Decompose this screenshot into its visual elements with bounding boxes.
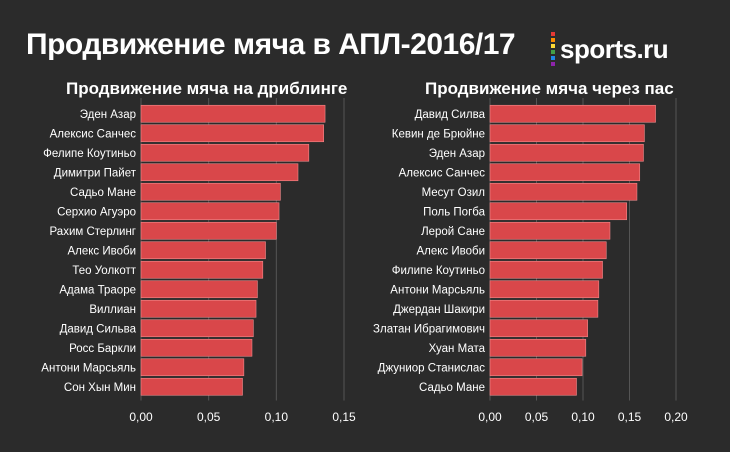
bar[interactable] <box>489 182 638 201</box>
category-label: Месут Озил <box>422 187 485 199</box>
logo-stripe <box>551 32 555 36</box>
bar[interactable] <box>140 104 326 123</box>
bar[interactable] <box>140 358 245 377</box>
category-label: Златан Ибрагимович <box>373 323 485 335</box>
x-tick-label: 0,15 <box>618 410 642 424</box>
sports-ru-logo[interactable]: sports.ru <box>551 32 669 66</box>
x-tick-label: 0,05 <box>197 410 221 424</box>
bar[interactable] <box>489 260 603 279</box>
category-label: Алекс Ивоби <box>67 245 136 257</box>
bar[interactable] <box>489 221 611 240</box>
x-tick-label: 0,00 <box>478 410 502 424</box>
bar[interactable] <box>140 338 253 357</box>
category-label: Алексис Санчес <box>399 167 486 179</box>
x-tick-label: 0,15 <box>332 410 356 424</box>
logo-stripe <box>551 38 555 42</box>
logo-stripes-icon <box>551 32 555 66</box>
logo-text: sports.ru <box>560 33 669 64</box>
bar[interactable] <box>140 143 310 162</box>
category-label: Садьо Мане <box>70 187 136 199</box>
bar[interactable] <box>489 143 644 162</box>
x-tick-label: 0,05 <box>525 410 549 424</box>
logo-stripe <box>551 62 555 66</box>
bar[interactable] <box>489 299 599 318</box>
category-label: Лерой Сане <box>421 226 485 238</box>
category-label: Поль Погба <box>423 206 485 218</box>
page-title: Продвижение мяча в АПЛ-2016/17 <box>26 28 516 61</box>
category-label: Давид Силва <box>415 109 486 121</box>
chart-title-passing: Продвижение мяча через пас <box>425 79 674 98</box>
category-label: Эден Азар <box>80 109 136 121</box>
x-tick-label: 0,00 <box>129 410 153 424</box>
logo-stripe <box>551 44 555 48</box>
logo-stripe <box>551 56 555 60</box>
x-tick-label: 0,20 <box>664 410 688 424</box>
bar[interactable] <box>489 104 656 123</box>
category-label: Садьо Мане <box>419 382 485 394</box>
bar[interactable] <box>489 124 645 143</box>
bar[interactable] <box>140 163 299 182</box>
category-label: Росс Баркли <box>69 343 136 355</box>
x-tick-label: 0,10 <box>571 410 595 424</box>
category-label: Тео Уолкотт <box>72 265 136 277</box>
logo-stripe <box>551 50 555 54</box>
bar[interactable] <box>489 241 607 260</box>
category-label: Антони Марсьяль <box>390 284 485 296</box>
chart-title-dribbling: Продвижение мяча на дриблинге <box>66 79 348 98</box>
bar[interactable] <box>140 241 266 260</box>
dribbling-chart: 0,00 0,05 0,10 0,15 Эден Азар Алексис Санчес Ф… <box>41 98 356 424</box>
x-tick-label: 0,10 <box>265 410 289 424</box>
bar[interactable] <box>140 260 264 279</box>
category-label: Виллиан <box>89 304 136 316</box>
bar[interactable] <box>489 338 587 357</box>
bar[interactable] <box>140 280 258 299</box>
category-label: Рахим Стерлинг <box>50 226 136 238</box>
category-label: Джуниор Станислас <box>378 362 486 374</box>
bar[interactable] <box>140 202 280 221</box>
category-label: Филипе Коутиньо <box>392 265 485 277</box>
category-label: Алекс Ивоби <box>416 245 485 257</box>
category-label: Хуан Мата <box>429 343 486 355</box>
category-label: Кевин де Брюйне <box>392 128 485 140</box>
category-label: Димитри Пайет <box>54 167 137 179</box>
category-label: Сон Хын Мин <box>64 382 136 394</box>
passing-chart: 0,00 0,05 0,10 0,15 0,20 Давид Силва Кевин де … <box>373 98 688 424</box>
bar[interactable] <box>489 377 577 396</box>
category-label: Адама Траоре <box>59 284 136 296</box>
bar[interactable] <box>489 358 583 377</box>
bar[interactable] <box>140 319 254 338</box>
bar[interactable] <box>489 319 588 338</box>
bar[interactable] <box>489 202 628 221</box>
category-label: Антони Марсьяль <box>41 362 136 374</box>
bar[interactable] <box>489 163 641 182</box>
bar[interactable] <box>140 299 257 318</box>
bar[interactable] <box>140 124 324 143</box>
category-label: Давид Сильва <box>60 323 137 335</box>
category-label: Алексис Санчес <box>50 128 137 140</box>
category-label: Джердан Шакири <box>393 304 485 316</box>
category-label: Серхио Агуэро <box>57 206 136 218</box>
category-label: Фелипе Коутиньо <box>43 148 136 160</box>
bar[interactable] <box>489 280 600 299</box>
bar[interactable] <box>140 221 277 240</box>
bar[interactable] <box>140 182 281 201</box>
category-label: Эден Азар <box>429 148 485 160</box>
bar[interactable] <box>140 377 243 396</box>
